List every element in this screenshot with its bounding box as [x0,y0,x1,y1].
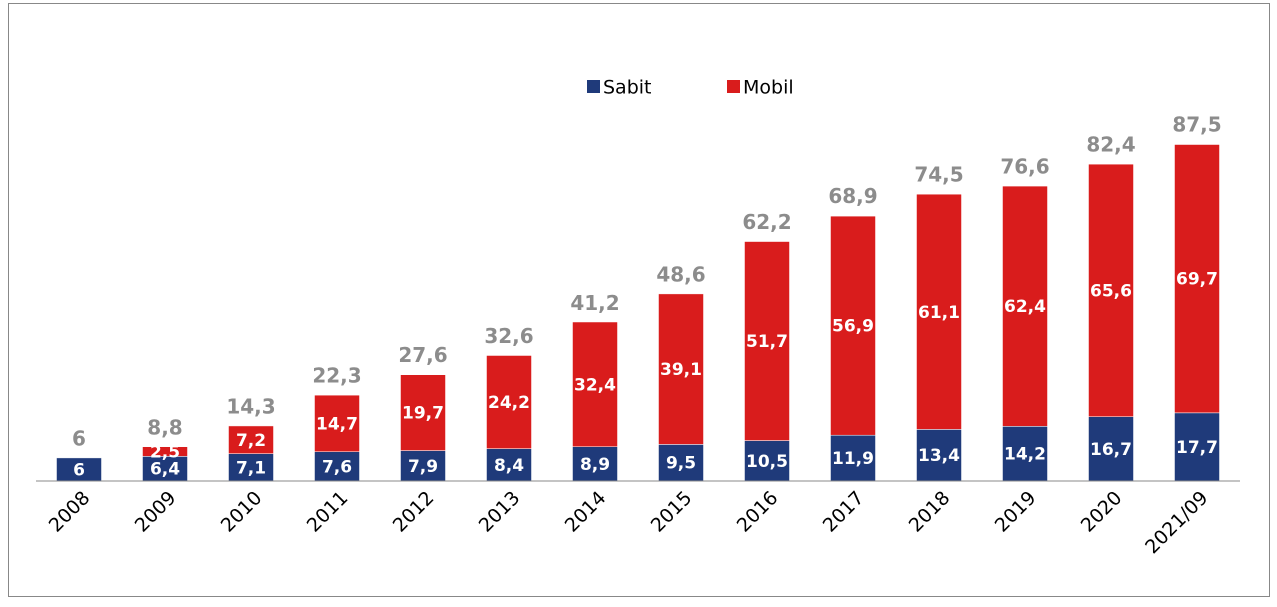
total-label: 6 [72,426,86,450]
segment-label: 8,9 [580,455,610,475]
bar-segment [1174,144,1220,414]
bar-segment [1002,185,1048,427]
segment-label: 19,7 [402,404,444,424]
total-label: 68,9 [828,184,877,208]
bar-segment [744,241,790,441]
segment-label: 14,7 [316,414,358,434]
segment-label: 13,4 [918,446,960,466]
segment-label: 7,9 [408,457,438,477]
total-label: 82,4 [1086,132,1135,156]
segment-label: 10,5 [746,452,788,472]
segment-label: 9,5 [666,454,696,474]
segment-label: 2,5 [150,443,180,463]
total-label: 14,3 [226,394,275,418]
segment-label: 7,6 [322,457,352,477]
legend-swatch [587,80,600,93]
total-label: 22,3 [312,364,361,388]
segment-label: 6 [73,460,85,480]
legend-swatch [727,80,740,93]
bar-segment [916,429,962,482]
bar-segment [1088,416,1134,482]
segment-label: 16,7 [1090,440,1132,460]
segment-label: 7,1 [236,458,266,478]
total-label: 87,5 [1172,113,1221,137]
bar-segment [830,215,876,436]
bar-segment [142,446,188,457]
bar-segment [314,394,360,452]
segment-label: 24,2 [488,393,530,413]
total-label: 74,5 [914,163,963,187]
segment-label: 17,7 [1176,438,1218,458]
total-label: 32,6 [484,324,533,348]
bar-segment [486,355,532,449]
bar-segment [658,293,704,445]
bar-segment [744,440,790,482]
bar-segment [142,456,188,482]
bar-segment [1174,412,1220,482]
segment-label: 61,1 [918,303,960,323]
bar-segment [916,193,962,430]
segment-label: 6,4 [150,460,180,480]
bar-segment [658,444,704,482]
segment-label: 51,7 [746,332,788,352]
bar-segment [228,425,274,454]
segment-label: 56,9 [832,317,874,337]
chart-border [8,3,1270,597]
segment-label: 39,1 [660,360,702,380]
segment-label: 7,2 [236,431,266,451]
total-label: 8,8 [147,416,182,440]
segment-label: 62,4 [1004,297,1046,317]
bar-segment [314,451,360,482]
segment-label: 8,4 [494,456,524,476]
bar-segment [400,374,446,451]
total-label: 48,6 [656,262,705,286]
bar-segment [1002,426,1048,482]
bar-segment [830,434,876,482]
total-label: 62,2 [742,210,791,234]
bar-segment [572,321,618,447]
bar-segment [486,448,532,482]
legend-label: Sabit [603,77,652,99]
legend-label: Mobil [743,77,794,99]
bar-segment [1088,163,1134,417]
segment-label: 65,6 [1090,281,1132,301]
segment-label: 11,9 [832,449,874,469]
bar-segment [228,453,274,482]
segment-label: 32,4 [574,375,616,395]
segment-label: 69,7 [1176,270,1218,290]
segment-label: 14,2 [1004,445,1046,465]
total-label: 76,6 [1000,155,1049,179]
total-label: 27,6 [398,343,447,367]
total-label: 41,2 [570,291,619,315]
